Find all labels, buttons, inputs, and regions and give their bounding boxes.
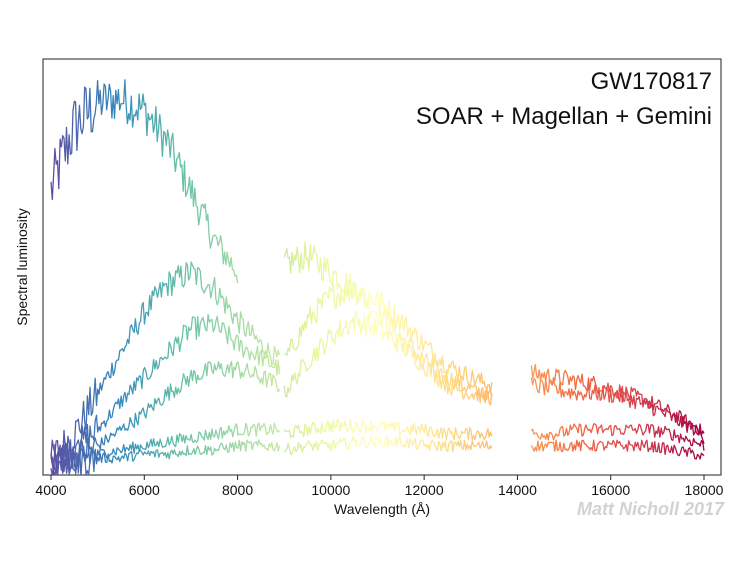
spectrum-5-segment-3 <box>530 423 705 451</box>
x-tick-label: 6000 <box>129 482 160 498</box>
x-tick-label: 14000 <box>498 482 537 498</box>
series-group <box>50 79 705 475</box>
x-tick-label: 18000 <box>685 482 724 498</box>
spectrum-4-segment-2 <box>283 310 493 406</box>
spectrum-4-segment-1 <box>50 360 281 475</box>
x-tick-label: 4000 <box>35 482 66 498</box>
spectrum-5-segment-2 <box>283 418 493 441</box>
x-tick-label: 12000 <box>405 482 444 498</box>
spectrum-3-segment-3 <box>530 364 705 437</box>
x-tick-label: 16000 <box>591 482 630 498</box>
y-axis-label: Spectral luminosity <box>14 208 30 326</box>
spectrum-6-segment-3 <box>530 439 705 460</box>
spectrum-1-segment-1 <box>50 79 239 284</box>
spectrum-6-segment-2 <box>283 435 493 455</box>
x-axis-label: Wavelength (Å) <box>334 501 430 517</box>
spectrum-4-segment-3 <box>530 377 705 444</box>
spectrum-2-segment-1 <box>50 261 281 461</box>
spectrum-3-segment-2 <box>283 280 493 394</box>
chart-title: GW170817 <box>591 68 712 95</box>
x-tick-label: 10000 <box>311 482 350 498</box>
credit-watermark: Matt Nicholl 2017 <box>577 499 725 519</box>
chart-subtitle: SOAR + Magellan + Gemini <box>416 103 712 130</box>
plot-frame <box>42 58 722 476</box>
x-tick-label: 8000 <box>222 482 253 498</box>
spectrum-6-segment-1 <box>50 439 281 475</box>
x-axis: 4000 6000 8000 10000 12000 14000 16000 18000 <box>35 475 724 498</box>
spectrum-2-segment-2 <box>283 241 493 404</box>
spectrum-5-segment-1 <box>50 422 281 475</box>
